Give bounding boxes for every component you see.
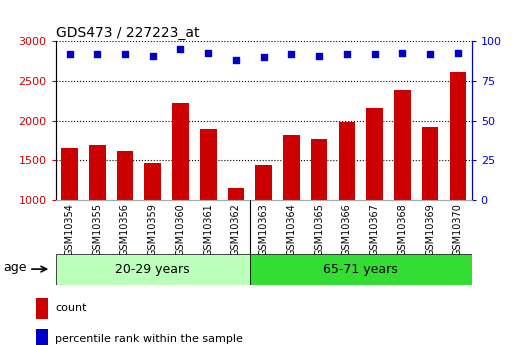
Point <box>426 51 435 57</box>
Bar <box>366 108 383 279</box>
Text: GSM10366: GSM10366 <box>342 203 352 256</box>
Bar <box>283 135 300 279</box>
Text: GSM10356: GSM10356 <box>120 203 130 256</box>
Point <box>454 50 462 55</box>
Point <box>121 51 129 57</box>
Text: 20-29 years: 20-29 years <box>116 263 190 276</box>
Point <box>148 53 157 58</box>
Point <box>176 47 185 52</box>
Bar <box>200 129 217 279</box>
Bar <box>311 139 328 279</box>
Text: GSM10355: GSM10355 <box>92 203 102 256</box>
Bar <box>422 127 438 279</box>
Bar <box>144 163 161 279</box>
Bar <box>255 165 272 279</box>
Text: age: age <box>3 261 26 274</box>
Text: GDS473 / 227223_at: GDS473 / 227223_at <box>56 26 199 40</box>
Text: GSM10361: GSM10361 <box>203 203 213 256</box>
Bar <box>36 298 48 319</box>
Point <box>232 58 240 63</box>
Text: GSM10364: GSM10364 <box>286 203 296 256</box>
Bar <box>449 72 466 279</box>
Text: GSM10368: GSM10368 <box>398 203 408 256</box>
Point <box>93 51 102 57</box>
Bar <box>172 103 189 279</box>
Text: percentile rank within the sample: percentile rank within the sample <box>55 334 243 344</box>
Point <box>315 53 323 58</box>
Point <box>342 51 351 57</box>
Text: GSM10360: GSM10360 <box>175 203 186 256</box>
Text: GSM10362: GSM10362 <box>231 203 241 256</box>
Text: GSM10354: GSM10354 <box>65 203 75 256</box>
Text: GSM10370: GSM10370 <box>453 203 463 256</box>
Bar <box>394 90 411 279</box>
Point <box>65 51 74 57</box>
Bar <box>250 254 472 285</box>
Bar <box>339 121 355 279</box>
Point <box>287 51 296 57</box>
Text: GSM10367: GSM10367 <box>369 203 379 256</box>
Bar <box>36 329 48 345</box>
Point <box>370 51 379 57</box>
Text: GSM10369: GSM10369 <box>425 203 435 256</box>
Text: GSM10363: GSM10363 <box>259 203 269 256</box>
Text: count: count <box>55 303 86 313</box>
Bar <box>56 254 250 285</box>
Point <box>260 55 268 60</box>
Bar <box>227 188 244 279</box>
Bar <box>117 151 134 279</box>
Text: GSM10365: GSM10365 <box>314 203 324 256</box>
Text: 65-71 years: 65-71 years <box>323 263 398 276</box>
Point <box>398 50 407 55</box>
Point <box>204 50 213 55</box>
Bar <box>89 145 105 279</box>
Text: GSM10359: GSM10359 <box>148 203 158 256</box>
Bar <box>61 148 78 279</box>
